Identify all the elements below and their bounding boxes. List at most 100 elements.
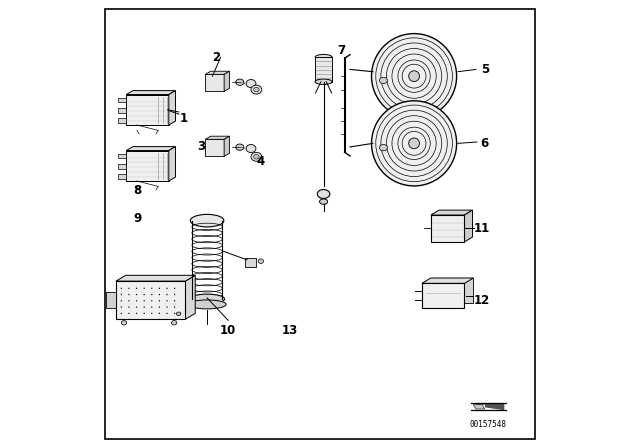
- Polygon shape: [126, 90, 175, 95]
- Ellipse shape: [143, 300, 145, 302]
- Ellipse shape: [166, 306, 168, 308]
- Ellipse shape: [236, 79, 244, 86]
- Ellipse shape: [122, 321, 127, 325]
- Polygon shape: [465, 210, 472, 242]
- Ellipse shape: [166, 313, 168, 314]
- Ellipse shape: [409, 138, 419, 149]
- Ellipse shape: [409, 71, 419, 82]
- Polygon shape: [118, 118, 126, 123]
- Ellipse shape: [136, 294, 137, 295]
- Polygon shape: [126, 151, 169, 181]
- Ellipse shape: [380, 144, 387, 151]
- Ellipse shape: [190, 215, 224, 227]
- Ellipse shape: [380, 77, 387, 84]
- Ellipse shape: [143, 288, 145, 289]
- Bar: [431, 215, 465, 242]
- Ellipse shape: [236, 144, 244, 151]
- Polygon shape: [116, 275, 195, 281]
- Text: 10: 10: [220, 324, 236, 337]
- Text: 12: 12: [474, 293, 490, 307]
- Bar: [116, 281, 186, 319]
- Polygon shape: [118, 108, 126, 112]
- Ellipse shape: [166, 300, 168, 302]
- Ellipse shape: [136, 300, 137, 302]
- Ellipse shape: [174, 288, 175, 289]
- Ellipse shape: [151, 288, 152, 289]
- Ellipse shape: [319, 199, 328, 204]
- Ellipse shape: [128, 313, 129, 314]
- Ellipse shape: [174, 300, 175, 302]
- Ellipse shape: [371, 101, 457, 186]
- Ellipse shape: [159, 288, 160, 289]
- Bar: [244, 258, 256, 267]
- Ellipse shape: [120, 313, 122, 314]
- Text: 13: 13: [282, 324, 298, 337]
- Polygon shape: [205, 139, 224, 156]
- Ellipse shape: [120, 300, 122, 302]
- Ellipse shape: [151, 294, 152, 295]
- Ellipse shape: [159, 300, 160, 302]
- Polygon shape: [205, 71, 230, 74]
- Ellipse shape: [120, 294, 122, 295]
- Ellipse shape: [128, 306, 129, 308]
- Bar: [106, 292, 116, 308]
- Ellipse shape: [177, 312, 181, 315]
- Polygon shape: [118, 174, 126, 179]
- Ellipse shape: [128, 300, 129, 302]
- Ellipse shape: [143, 313, 145, 314]
- Text: 8: 8: [133, 184, 141, 197]
- Polygon shape: [205, 74, 224, 91]
- Bar: [431, 278, 474, 303]
- Text: 7: 7: [337, 43, 346, 57]
- Ellipse shape: [253, 155, 259, 159]
- Ellipse shape: [317, 190, 330, 198]
- Text: 5: 5: [481, 63, 489, 76]
- Polygon shape: [169, 90, 175, 125]
- Ellipse shape: [315, 79, 332, 84]
- Polygon shape: [118, 98, 126, 103]
- Ellipse shape: [166, 288, 168, 289]
- Ellipse shape: [120, 288, 122, 289]
- Ellipse shape: [128, 294, 129, 295]
- Polygon shape: [186, 275, 195, 319]
- Text: 11: 11: [474, 222, 490, 235]
- Ellipse shape: [143, 306, 145, 308]
- Polygon shape: [118, 164, 126, 168]
- Bar: [315, 57, 332, 82]
- Ellipse shape: [188, 300, 226, 309]
- Text: 00157548: 00157548: [470, 420, 507, 429]
- Ellipse shape: [166, 294, 168, 295]
- Polygon shape: [118, 154, 126, 159]
- Text: 4: 4: [257, 155, 265, 168]
- Text: 6: 6: [481, 137, 489, 150]
- Ellipse shape: [174, 306, 175, 308]
- Ellipse shape: [172, 321, 177, 325]
- Polygon shape: [473, 405, 485, 409]
- Polygon shape: [126, 95, 169, 125]
- Ellipse shape: [251, 85, 262, 94]
- Ellipse shape: [258, 259, 264, 263]
- Ellipse shape: [128, 288, 129, 289]
- Text: 9: 9: [133, 212, 141, 225]
- Ellipse shape: [189, 294, 225, 304]
- Ellipse shape: [136, 313, 137, 314]
- Ellipse shape: [136, 306, 137, 308]
- Bar: [422, 284, 465, 308]
- Ellipse shape: [136, 288, 137, 289]
- Polygon shape: [224, 71, 230, 91]
- Ellipse shape: [159, 294, 160, 295]
- Text: 2: 2: [212, 51, 220, 64]
- Ellipse shape: [174, 313, 175, 314]
- Ellipse shape: [253, 87, 259, 92]
- Ellipse shape: [120, 306, 122, 308]
- Ellipse shape: [151, 306, 152, 308]
- Ellipse shape: [246, 80, 256, 88]
- Text: 3: 3: [197, 140, 205, 154]
- Polygon shape: [224, 136, 230, 156]
- Ellipse shape: [315, 55, 332, 60]
- Polygon shape: [126, 146, 175, 151]
- Ellipse shape: [151, 300, 152, 302]
- Ellipse shape: [174, 294, 175, 295]
- Polygon shape: [205, 136, 230, 139]
- Ellipse shape: [371, 34, 457, 119]
